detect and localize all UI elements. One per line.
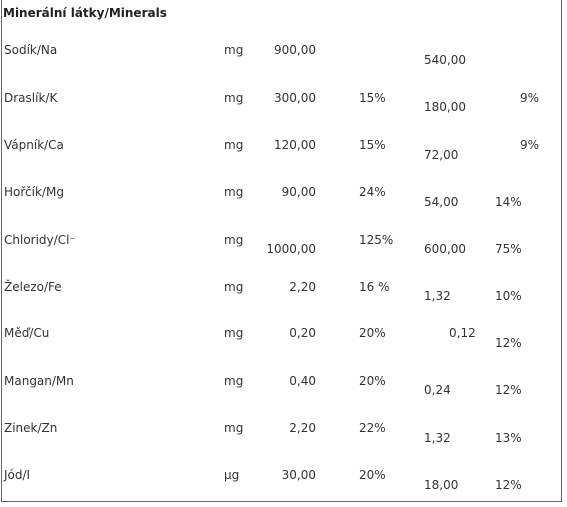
table-frame [1, 0, 562, 502]
percent-ri-per-100: 15% [359, 91, 386, 105]
value-per-100: 30,00 [281, 468, 316, 482]
mineral-name: Mangan/Mn [4, 374, 74, 388]
unit: mg [224, 91, 244, 105]
value-per-100: 120,00 [274, 138, 316, 152]
percent-ri-per-portion: 14% [495, 195, 522, 209]
unit: mg [224, 280, 244, 294]
value-per-100: 300,00 [274, 91, 316, 105]
unit: mg [224, 138, 244, 152]
value-per-portion: 180,00 [424, 100, 466, 114]
percent-ri-per-portion: 12% [495, 336, 522, 350]
value-per-100: 900,00 [274, 43, 316, 57]
percent-ri-per-100: 20% [359, 468, 386, 482]
percent-ri-per-100: 16 % [359, 280, 390, 294]
mineral-name: Železo/Fe [4, 280, 62, 294]
mineral-name: Sodík/Na [4, 43, 58, 57]
value-per-portion: 72,00 [424, 148, 459, 162]
value-per-100: 1000,00 [266, 242, 316, 256]
percent-ri-per-portion: 10% [495, 289, 522, 303]
percent-ri-per-100: 20% [359, 326, 386, 340]
value-per-portion: 1,32 [424, 431, 451, 445]
mineral-name: Jód/I [4, 468, 31, 482]
percent-ri-per-portion: 12% [495, 478, 522, 492]
unit: mg [224, 233, 244, 247]
mineral-name: Hořčík/Mg [4, 185, 64, 199]
value-per-portion: 18,00 [424, 478, 459, 492]
percent-ri-per-100: 125% [359, 233, 394, 247]
mineral-name: Chloridy/Cl⁻ [4, 233, 76, 247]
percent-ri-per-portion: 9% [519, 91, 539, 105]
unit: mg [224, 326, 244, 340]
value-per-100: 2,20 [289, 280, 316, 294]
unit: mg [224, 43, 244, 57]
percent-ri-per-100: 15% [359, 138, 386, 152]
percent-ri-per-portion: 12% [495, 383, 522, 397]
percent-ri-per-100: 24% [359, 185, 386, 199]
mineral-name: Draslík/K [4, 91, 58, 105]
value-per-100: 2,20 [289, 421, 316, 435]
unit: mg [224, 421, 244, 435]
percent-ri-per-portion: 9% [519, 138, 539, 152]
unit: mg [224, 185, 244, 199]
percent-ri-per-portion: 75% [495, 242, 522, 256]
value-per-100: 90,00 [281, 185, 316, 199]
value-per-100: 0,20 [289, 326, 316, 340]
unit: μg [224, 468, 240, 482]
percent-ri-per-100: 20% [359, 374, 386, 388]
mineral-name: Měď/Cu [4, 326, 50, 340]
table-header: Minerální látky/Minerals [3, 6, 167, 20]
value-per-portion: 600,00 [424, 242, 466, 256]
percent-ri-per-portion: 13% [495, 431, 522, 445]
value-per-100: 0,40 [289, 374, 316, 388]
value-per-portion: 0,24 [424, 383, 451, 397]
unit: mg [224, 374, 244, 388]
value-per-portion: 0,12 [449, 326, 476, 340]
mineral-name: Zinek/Zn [4, 421, 58, 435]
value-per-portion: 1,32 [424, 289, 451, 303]
percent-ri-per-100: 22% [359, 421, 386, 435]
mineral-name: Vápník/Ca [4, 138, 64, 152]
value-per-portion: 54,00 [424, 195, 459, 209]
value-per-portion: 540,00 [424, 53, 466, 67]
